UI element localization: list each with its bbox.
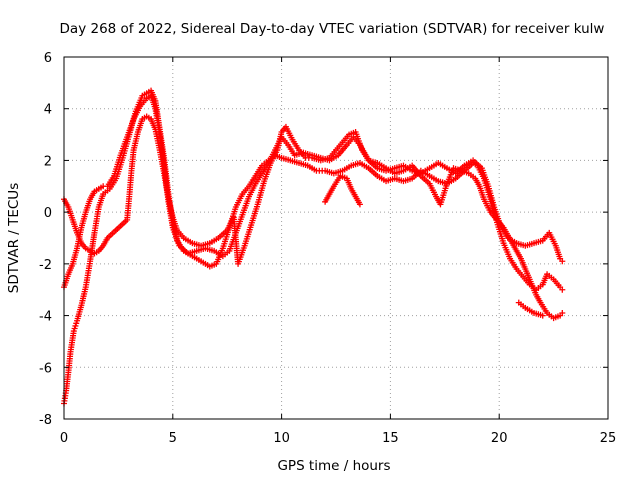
x-tick-label: 0 — [60, 431, 68, 446]
axis-ticks — [63, 56, 609, 420]
y-tick-label: 6 — [44, 51, 52, 66]
chart-title: Day 268 of 2022, Sidereal Day-to-day VTE… — [60, 21, 605, 37]
y-tick-label: 4 — [44, 103, 52, 118]
y-tick-label: 2 — [44, 154, 52, 169]
x-tick-label: 15 — [382, 431, 399, 446]
series-track-d — [322, 172, 546, 319]
data-point — [539, 312, 546, 319]
x-tick-label: 5 — [169, 431, 177, 446]
data-point — [559, 286, 566, 293]
y-tick-label: -8 — [39, 413, 52, 428]
x-tick-label: 20 — [491, 431, 508, 446]
y-tick-label: 0 — [44, 206, 52, 221]
y-tick-label: -4 — [39, 310, 52, 325]
tick-labels: 0 5 10 15 20 25 -8 -6 -4 -2 0 2 4 6 — [39, 51, 616, 446]
data-point — [559, 258, 566, 265]
plot-frame — [63, 56, 609, 420]
data-points — [61, 87, 566, 407]
x-axis-label: GPS time / hours — [277, 458, 390, 474]
x-tick-label: 10 — [273, 431, 290, 446]
y-tick-label: -6 — [39, 361, 52, 376]
data-point — [356, 201, 363, 208]
x-tick-label: 25 — [600, 431, 617, 446]
data-point — [559, 309, 566, 316]
series-track-c — [61, 113, 566, 322]
y-axis-label: SDTVAR / TECUs — [6, 183, 22, 293]
y-tick-label: -2 — [39, 258, 52, 273]
